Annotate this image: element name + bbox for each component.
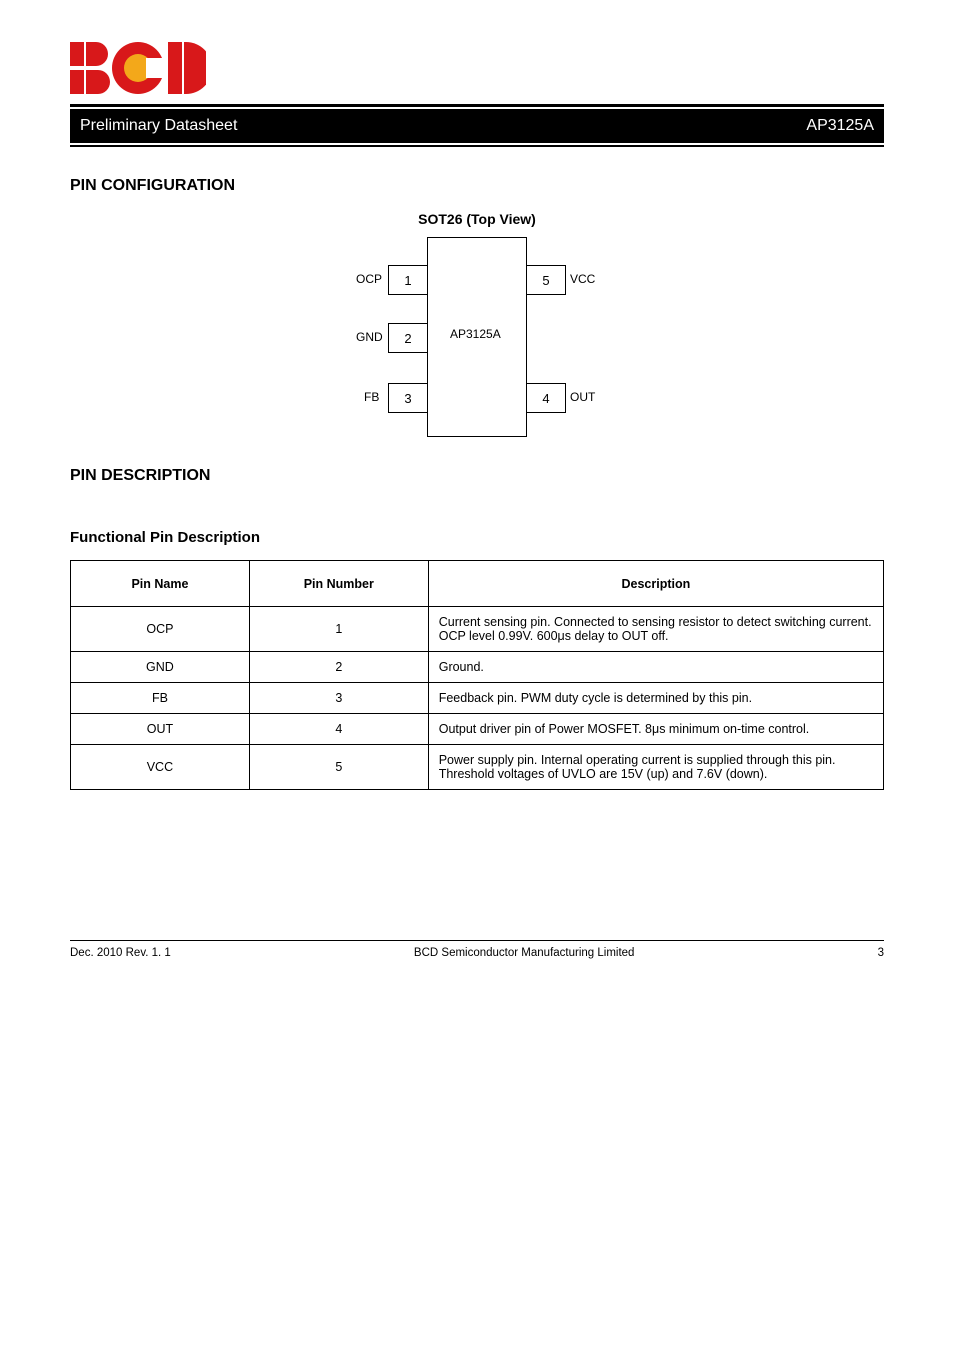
title-band: Preliminary Datasheet AP3125A xyxy=(70,104,884,147)
chip-body-label: AP3125A xyxy=(450,327,501,341)
cell-num: 1 xyxy=(249,607,428,652)
title-left: Preliminary Datasheet xyxy=(80,117,237,135)
cell-num: 4 xyxy=(249,714,428,745)
cell-num: 2 xyxy=(249,652,428,683)
table-row: VCC 5 Power supply pin. Internal operati… xyxy=(71,745,884,790)
footer-center: BCD Semiconductor Manufacturing Limited xyxy=(414,947,635,959)
pin-2-box: 2 xyxy=(388,323,428,353)
cell-name: OUT xyxy=(71,714,250,745)
table-row: OUT 4 Output driver pin of Power MOSFET.… xyxy=(71,714,884,745)
cell-num: 3 xyxy=(249,683,428,714)
pin-4-box: 4 xyxy=(526,383,566,413)
pin-2-label: GND xyxy=(356,330,383,344)
table-header-row: Pin Name Pin Number Description xyxy=(71,561,884,607)
cell-desc: Feedback pin. PWM duty cycle is determin… xyxy=(428,683,883,714)
col-pin-number: Pin Number xyxy=(249,561,428,607)
table-row: GND 2 Ground. xyxy=(71,652,884,683)
pin-1-box: 1 xyxy=(388,265,428,295)
cell-desc: Output driver pin of Power MOSFET. 8μs m… xyxy=(428,714,883,745)
cell-num: 5 xyxy=(249,745,428,790)
title-right: AP3125A xyxy=(806,117,874,135)
pin-3-label: FB xyxy=(364,390,379,404)
pin-5-box: 5 xyxy=(526,265,566,295)
pin-5-num: 5 xyxy=(542,273,549,288)
table-row: OCP 1 Current sensing pin. Connected to … xyxy=(71,607,884,652)
cell-name: VCC xyxy=(71,745,250,790)
cell-name: OCP xyxy=(71,607,250,652)
pin-2-num: 2 xyxy=(404,331,411,346)
pin-3-box: 3 xyxy=(388,383,428,413)
pin-1-label: OCP xyxy=(356,272,382,286)
pin-4-num: 4 xyxy=(542,391,549,406)
package-label: SOT26 (Top View) xyxy=(70,211,884,227)
pin-table: Pin Name Pin Number Description OCP 1 Cu… xyxy=(70,560,884,790)
section-pin-config: PIN CONFIGURATION xyxy=(70,177,884,195)
pin-3-num: 3 xyxy=(404,391,411,406)
footer-left: Dec. 2010 Rev. 1. 1 xyxy=(70,947,171,959)
col-description: Description xyxy=(428,561,883,607)
company-logo xyxy=(70,40,884,96)
cell-desc: Ground. xyxy=(428,652,883,683)
pin-diagram: AP3125A 1 OCP 2 GND 3 FB 5 VCC 4 OUT xyxy=(70,237,884,437)
cell-name: GND xyxy=(71,652,250,683)
footer-right: 3 xyxy=(878,947,884,959)
page-footer: Dec. 2010 Rev. 1. 1 BCD Semiconductor Ma… xyxy=(70,940,884,959)
col-pin-name: Pin Name xyxy=(71,561,250,607)
cell-desc: Power supply pin. Internal operating cur… xyxy=(428,745,883,790)
cell-desc: Current sensing pin. Connected to sensin… xyxy=(428,607,883,652)
pin-5-label: VCC xyxy=(570,272,595,286)
pin-desc-subheading: Functional Pin Description xyxy=(70,529,884,546)
table-row: FB 3 Feedback pin. PWM duty cycle is det… xyxy=(71,683,884,714)
section-pin-desc: PIN DESCRIPTION xyxy=(70,467,884,485)
cell-name: FB xyxy=(71,683,250,714)
pin-1-num: 1 xyxy=(404,273,411,288)
pin-4-label: OUT xyxy=(570,390,595,404)
